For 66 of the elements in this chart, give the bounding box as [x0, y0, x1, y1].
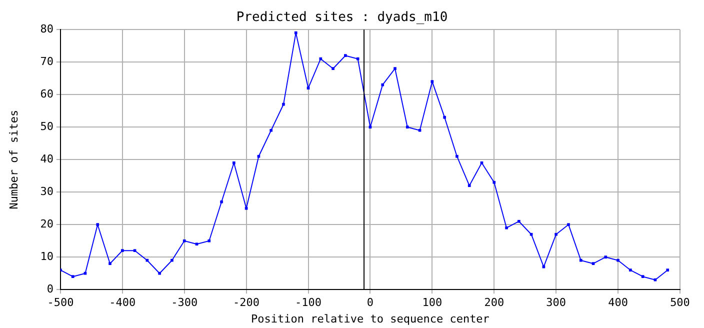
point: [592, 262, 595, 266]
x-tick-label: 400: [608, 296, 628, 310]
x-tick-label: -500: [47, 296, 74, 310]
point: [406, 126, 409, 129]
point: [456, 154, 458, 158]
x-tick-label: -200: [233, 296, 260, 310]
point: [542, 265, 546, 268]
point: [257, 154, 260, 158]
point: [492, 180, 496, 184]
x-axis-title: Position relative to sequence center: [251, 312, 490, 326]
point: [518, 220, 520, 223]
point: [71, 275, 74, 278]
point: [530, 232, 533, 236]
y-tick-label: 70: [40, 54, 54, 68]
y-axis-title: Number of sites: [7, 110, 20, 210]
y-tick-label: 80: [40, 22, 54, 36]
point: [505, 226, 508, 230]
chart-title: Predicted sites : dyads_m10: [236, 10, 448, 26]
point: [282, 102, 285, 106]
point: [418, 128, 422, 132]
point: [195, 242, 198, 246]
point: [306, 86, 310, 90]
y-tick-label: 60: [40, 87, 54, 100]
x-tick-label: 300: [546, 296, 566, 310]
point: [356, 57, 360, 60]
point: [96, 223, 100, 226]
x-tick-label: -400: [109, 296, 136, 310]
y-tick-label: 20: [40, 217, 54, 230]
point: [120, 249, 124, 252]
point: [232, 161, 236, 164]
y-tick-label: 0: [46, 282, 54, 296]
point: [84, 272, 87, 275]
point: [368, 126, 372, 129]
x-tick-label: -300: [171, 296, 198, 310]
x-tick-label: 0: [366, 296, 374, 310]
point: [443, 116, 446, 119]
x-tick-label: 500: [670, 296, 690, 310]
x-tick-label: 200: [484, 296, 504, 310]
y-tick-label: 30: [40, 184, 54, 198]
point: [381, 83, 384, 86]
point: [430, 80, 434, 84]
point: [480, 161, 484, 164]
point: [133, 249, 136, 252]
point: [641, 275, 644, 278]
point: [158, 272, 161, 275]
y-tick-label: 40: [40, 152, 54, 166]
point: [319, 57, 322, 60]
point: [468, 184, 471, 188]
point: [604, 256, 608, 259]
point: [666, 268, 670, 272]
point: [294, 31, 298, 34]
point: [220, 200, 223, 204]
point: [554, 232, 558, 236]
x-tick-label: 100: [422, 296, 442, 310]
point: [182, 239, 186, 242]
point: [270, 128, 273, 132]
point: [654, 278, 657, 282]
point: [244, 206, 248, 210]
y-tick-label: 10: [40, 250, 54, 263]
point: [170, 258, 174, 262]
x-tick-label: -100: [295, 296, 322, 310]
point: [579, 258, 582, 262]
point: [146, 258, 149, 262]
point: [616, 258, 620, 262]
point: [208, 239, 211, 242]
y-tick-label: 50: [40, 120, 54, 133]
